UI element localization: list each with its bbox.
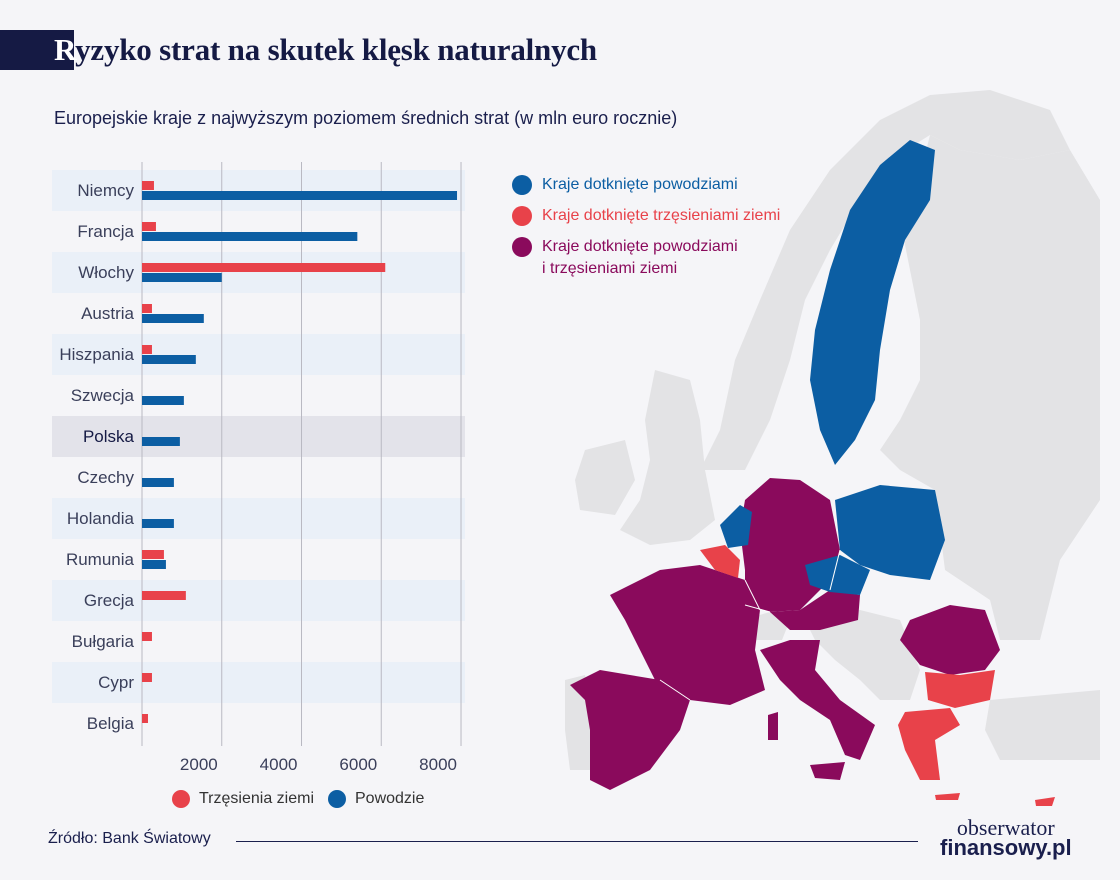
bar-earthquake: [142, 345, 152, 354]
x-tick-label: 6000: [339, 755, 377, 774]
bar-earthquake: [142, 714, 148, 723]
title-rest: yzyko strat na skutek klęsk naturalnych: [75, 32, 597, 67]
legend-dot-icon: [172, 790, 190, 808]
chart-subtitle: Europejskie kraje z najwyższym poziomem …: [54, 108, 678, 128]
map-legend-both: Kraje dotknięte powodziami i trzęsieniam…: [512, 236, 780, 280]
category-label: Czechy: [77, 468, 134, 487]
bar-earthquake: [142, 222, 156, 231]
row-background: [52, 334, 465, 375]
map-legend-flood: Kraje dotknięte powodziami: [512, 174, 780, 196]
category-label: Rumunia: [66, 550, 135, 569]
legend-dot-icon: [512, 237, 532, 257]
map-borders: [659, 549, 841, 701]
chart-legend: Trzęsienia ziemi Powodzie: [172, 790, 438, 808]
row-background: [52, 416, 465, 457]
map-legend-both-line1: Kraje dotknięte powodziami: [542, 238, 738, 255]
bar-earthquake: [142, 591, 186, 600]
bar-flood: [142, 273, 222, 282]
row-background: [52, 170, 465, 211]
map-legend-flood-label: Kraje dotknięte powodziami: [542, 176, 738, 193]
category-label: Polska: [83, 427, 135, 446]
map-countries-flood: [720, 140, 945, 595]
bar-flood: [142, 355, 196, 364]
map-legend-earthquake-label: Kraje dotknięte trzęsieniami ziemi: [542, 207, 781, 224]
x-tick-label: 8000: [419, 755, 457, 774]
bar-flood: [142, 519, 174, 528]
page-title: Ryzyko strat na skutek klęsk naturalnych: [54, 30, 597, 70]
bar-earthquake: [142, 550, 164, 559]
row-background: [52, 498, 465, 539]
category-label: Włochy: [78, 263, 134, 282]
map-legend: Kraje dotknięte powodziami Kraje dotknię…: [512, 174, 780, 289]
x-tick-label: 4000: [260, 755, 298, 774]
footer-divider: [236, 841, 918, 842]
chart-legend-flood: Powodzie: [328, 790, 424, 808]
category-label: Francja: [77, 222, 134, 241]
category-label: Bułgaria: [72, 632, 135, 651]
bar-earthquake: [142, 632, 152, 641]
publisher-logo: obserwator finansowy.pl: [940, 815, 1072, 860]
source-note: Źródło: Bank Światowy: [48, 830, 211, 847]
logo-line1: obserwator: [956, 815, 1055, 840]
map-legend-earthquake: Kraje dotknięte trzęsieniami ziemi: [512, 205, 780, 227]
legend-dot-icon: [512, 206, 532, 226]
category-label: Austria: [81, 304, 134, 323]
category-label: Hiszpania: [59, 345, 134, 364]
bar-earthquake: [142, 263, 386, 272]
bar-flood: [142, 478, 174, 487]
row-background: [52, 662, 465, 703]
category-label: Holandia: [67, 509, 135, 528]
bar-flood: [142, 437, 180, 446]
title-accent-block: [0, 30, 74, 70]
row-background: [52, 252, 465, 293]
map-legend-both-line2: i trzęsieniami ziemi: [542, 260, 678, 277]
bar-earthquake: [142, 181, 154, 190]
bar-flood: [142, 560, 166, 569]
bar-earthquake: [142, 673, 152, 682]
category-label: Cypr: [98, 673, 134, 692]
category-label: Grecja: [84, 591, 135, 610]
bar-flood: [142, 314, 204, 323]
category-label: Belgia: [87, 714, 135, 733]
row-background: [52, 580, 465, 621]
legend-dot-icon: [328, 790, 346, 808]
map-countries-earthquake: [700, 545, 1055, 806]
legend-dot-icon: [512, 175, 532, 195]
category-label: Niemcy: [77, 181, 134, 200]
bar-flood: [142, 191, 458, 200]
x-tick-label: 2000: [180, 755, 218, 774]
bar-flood: [142, 232, 358, 241]
bar-flood: [142, 396, 184, 405]
chart-legend-earthquake: Trzęsienia ziemi: [172, 790, 314, 808]
europe-map: [565, 90, 1100, 806]
chart-legend-flood-label: Powodzie: [355, 790, 425, 807]
title-first-letter: R: [54, 32, 76, 67]
category-label: Szwecja: [71, 386, 135, 405]
logo-line2: finansowy.pl: [940, 835, 1072, 860]
bar-earthquake: [142, 304, 152, 313]
chart-legend-earthquake-label: Trzęsienia ziemi: [199, 790, 314, 807]
bar-chart: Niemcy Francja Włochy Austria Hiszpania Szwec…: [52, 162, 465, 774]
